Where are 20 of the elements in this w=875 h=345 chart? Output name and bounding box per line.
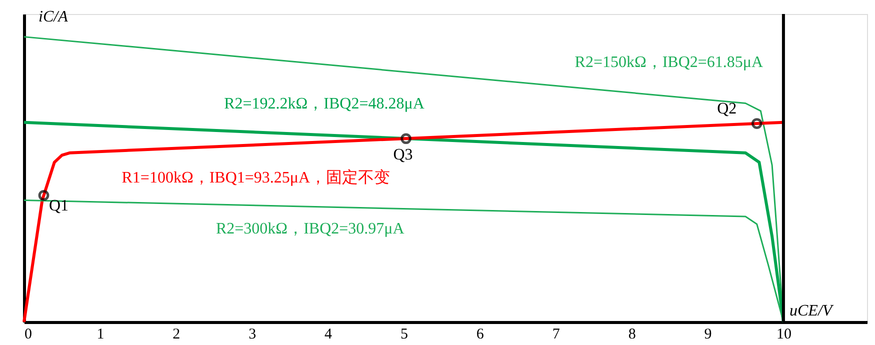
x-tick-label: 6	[476, 326, 484, 342]
x-tick-label: 8	[628, 326, 636, 342]
x-tick-label: 5	[400, 326, 408, 342]
y-axis-title: iC/A	[38, 8, 68, 26]
annotation: R2=300kΩ，IBQ2=30.97μA	[216, 220, 405, 238]
annotation: Q2	[717, 100, 737, 118]
x-tick-label: 1	[96, 326, 104, 342]
annotation: Q3	[393, 146, 413, 164]
x-tick-label: 3	[248, 326, 256, 342]
x-tick-label: 9	[704, 326, 712, 342]
x-axis-title: uCE/V	[790, 302, 834, 320]
annotation: R1=100kΩ，IBQ1=93.25μA，固定不变	[122, 168, 390, 186]
x-tick-label: 4	[324, 326, 333, 342]
x-tick-label: 7	[552, 326, 560, 342]
x-tick-label: 0	[24, 326, 32, 342]
annotation: Q1	[48, 197, 69, 214]
x-tick-label: 10	[776, 326, 792, 342]
annotation: R2=150kΩ，IBQ2=61.85μA	[574, 54, 764, 71]
x-tick-label: 2	[172, 326, 180, 342]
annotation: R2=192.2kΩ，IBQ2=48.28μA	[224, 96, 425, 113]
